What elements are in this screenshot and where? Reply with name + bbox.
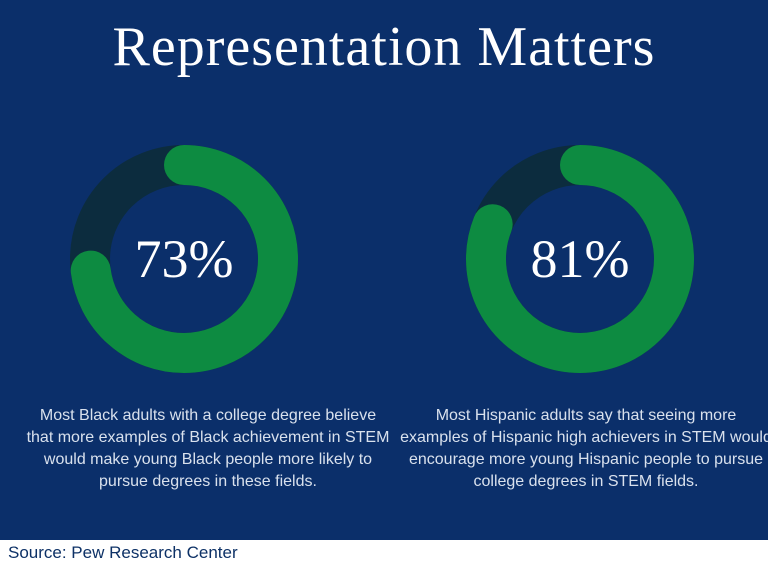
- donut-progress-arc: [70, 145, 298, 373]
- page-title: Representation Matters: [112, 16, 656, 78]
- donut-percentage-label: 73%: [134, 229, 234, 289]
- donut-chart-black-adults: 73%: [70, 145, 298, 373]
- donut-svg-hispanic-adults: [466, 145, 694, 373]
- donut-chart-hispanic-adults: 81%: [466, 145, 694, 373]
- caption-black-adults: Most Black adults with a college degree …: [26, 407, 390, 490]
- donut-percentage-label: 81%: [530, 229, 630, 289]
- source-bar: Source: Pew Research Center: [0, 540, 768, 576]
- donut-svg-black-adults: [70, 145, 298, 373]
- caption-hispanic-adults: Most Hispanic adults say that seeing mor…: [400, 407, 768, 490]
- source-attribution: Source: Pew Research Center: [8, 543, 238, 562]
- donut-progress-arc: [466, 145, 694, 373]
